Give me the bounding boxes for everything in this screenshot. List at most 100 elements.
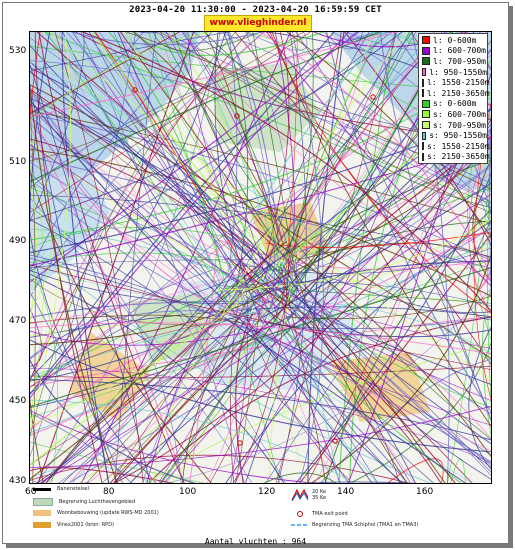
tma-exit-point	[234, 113, 240, 119]
legend-tma-boundary: Begrenzing TMA Schiphol (TMA1 en TMA3)	[291, 522, 418, 528]
legend-swatch	[422, 99, 430, 108]
dashed-line-icon	[291, 524, 309, 526]
flight-track	[167, 32, 294, 293]
x-tick: 100	[179, 487, 197, 497]
flight-track	[30, 32, 446, 395]
flight-track	[239, 260, 416, 483]
altitude-legend: l: 0-600m l: 600-700m l: 700-950m l: 950-15…	[418, 33, 490, 165]
flight-track	[30, 114, 211, 306]
flight-track	[34, 32, 103, 483]
legend-item: s: 0-600m	[419, 99, 487, 110]
map-legend: Banenstelsel Begrenzing Luchthavengebied…	[29, 484, 490, 534]
y-tick: 510	[9, 157, 27, 167]
legend-item: s: 950-1550m	[419, 130, 487, 141]
map-frame: 2023-04-20 11:30:00 - 2023-04-20 16:59:5…	[2, 2, 509, 546]
flight-track	[203, 32, 491, 208]
flight-track	[229, 32, 386, 262]
flight-track	[466, 219, 491, 321]
flight-track	[267, 313, 462, 483]
flight-track	[30, 187, 491, 383]
flight-track	[30, 32, 51, 209]
flight-track	[30, 259, 258, 269]
flight-track	[30, 368, 491, 463]
tma-exit-point	[237, 440, 243, 446]
flight-track	[30, 269, 250, 305]
flight-track	[30, 71, 256, 264]
flight-track	[218, 324, 473, 483]
flight-track	[30, 257, 491, 456]
legend-tma-exit: TMA exit point	[291, 510, 348, 518]
flight-track	[133, 32, 285, 246]
flight-track	[30, 273, 285, 483]
legend-label: l: 0-600m	[433, 35, 477, 45]
flight-track	[284, 32, 342, 283]
flight-track	[338, 32, 396, 483]
legend-label: s: 1550-2150m	[427, 141, 490, 151]
legend-item: l: 700-950m	[419, 56, 487, 67]
flight-track	[245, 32, 308, 51]
tma-exit-point	[132, 87, 138, 93]
legend-label: l: 2150-3650m	[427, 88, 490, 98]
flight-track	[219, 239, 491, 270]
legend-swatch	[422, 110, 430, 119]
legend-label: l: 950-1550m	[429, 67, 487, 77]
flight-track	[30, 116, 262, 303]
flight-track	[30, 467, 175, 483]
legend-label: l: 1550-2150m	[427, 78, 490, 88]
flight-track	[349, 342, 491, 483]
flight-track	[88, 32, 450, 483]
flight-track	[44, 32, 238, 318]
legend-item: l: 2150-3650m	[419, 88, 490, 99]
x-tick: 140	[337, 487, 355, 497]
flight-track	[142, 243, 261, 483]
flight-track	[30, 259, 491, 418]
flight-track	[167, 288, 491, 483]
flight-track	[30, 291, 123, 483]
tma-exit-point	[332, 438, 338, 444]
y-tick: 430	[9, 476, 27, 486]
flight-track	[30, 32, 399, 118]
flight-track	[92, 32, 262, 250]
flight-track	[30, 32, 85, 223]
legend-item: s: 700-950m	[419, 120, 487, 131]
flight-track	[30, 153, 491, 451]
flight-track	[30, 32, 391, 189]
y-tick: 530	[9, 46, 27, 56]
legend-label: l: 600-700m	[433, 46, 486, 56]
flight-track	[218, 32, 491, 209]
legend-label: s: 950-1550m	[429, 131, 487, 141]
flight-track	[294, 262, 491, 314]
flight-track	[136, 32, 259, 284]
flight-track	[468, 326, 491, 470]
flight-track	[251, 286, 415, 483]
flight-track	[113, 135, 491, 483]
flight-track	[158, 32, 397, 483]
legend-label: s: 700-950m	[433, 120, 486, 130]
legend-item: s: 1550-2150m	[419, 141, 490, 152]
legend-swatch	[422, 36, 430, 45]
legend-airport-boundary: Begrenzing Luchthavengebied	[33, 498, 135, 506]
flight-track	[301, 481, 418, 483]
site-link[interactable]: www.vlieghinder.nl	[204, 15, 312, 32]
flight-track	[262, 252, 491, 473]
flight-track	[30, 465, 153, 483]
flight-track	[243, 146, 491, 294]
flight-track	[266, 32, 491, 287]
legend-vinex: Vinex2001 (bron: RPD)	[33, 522, 114, 528]
flight-track	[30, 32, 392, 272]
flight-track	[113, 128, 491, 483]
flight-track	[108, 32, 223, 273]
flight-track	[205, 32, 279, 242]
flight-track	[348, 32, 378, 40]
flight-track	[216, 218, 491, 291]
flight-track	[30, 61, 299, 290]
legend-label: s: 0-600m	[433, 99, 477, 109]
flight-track	[245, 32, 297, 319]
flight-track	[277, 32, 414, 275]
flight-track	[229, 32, 275, 293]
flight-track	[30, 148, 491, 325]
flight-track	[30, 138, 283, 275]
noise-contour-icon	[291, 488, 309, 502]
flight-track	[30, 410, 320, 483]
legend-runway: Banenstelsel	[33, 486, 89, 492]
